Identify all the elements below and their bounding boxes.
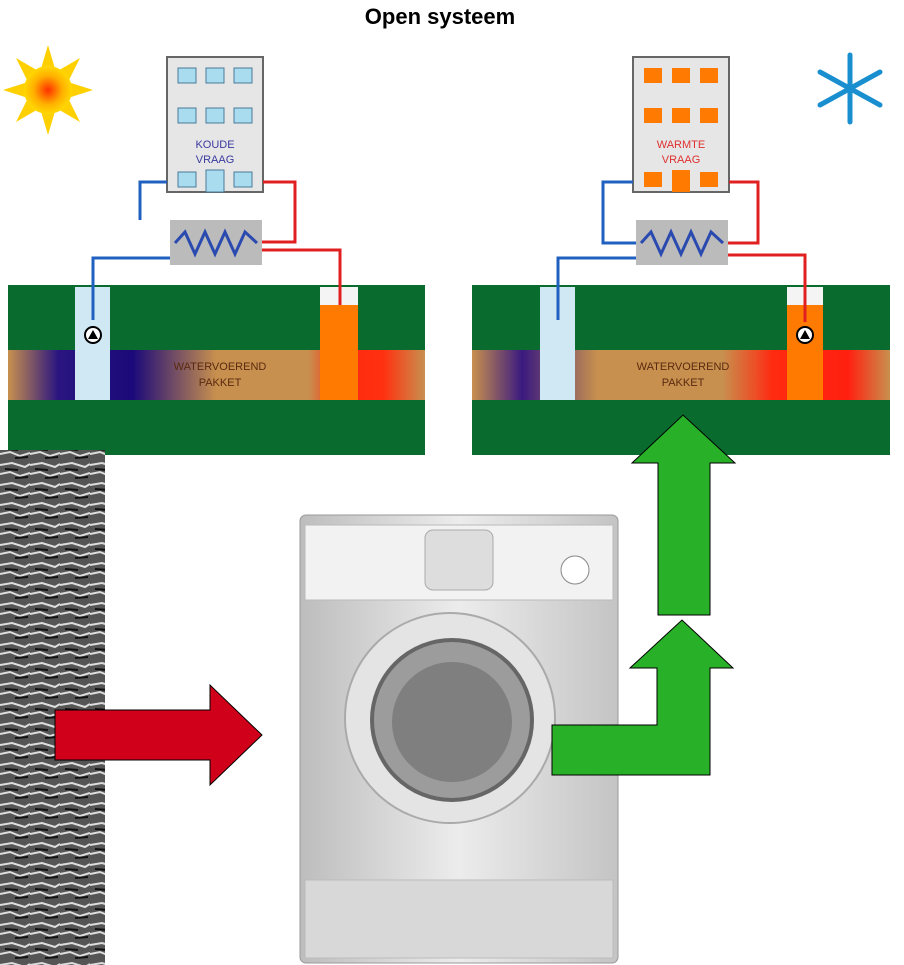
title: Open systeem xyxy=(365,4,515,29)
snowflake-icon xyxy=(820,55,880,122)
sun-icon xyxy=(3,45,93,135)
rock-image xyxy=(0,450,105,965)
page: Open systeem KOUDEVRAAG WATERVOERENDPAKK… xyxy=(0,0,904,965)
